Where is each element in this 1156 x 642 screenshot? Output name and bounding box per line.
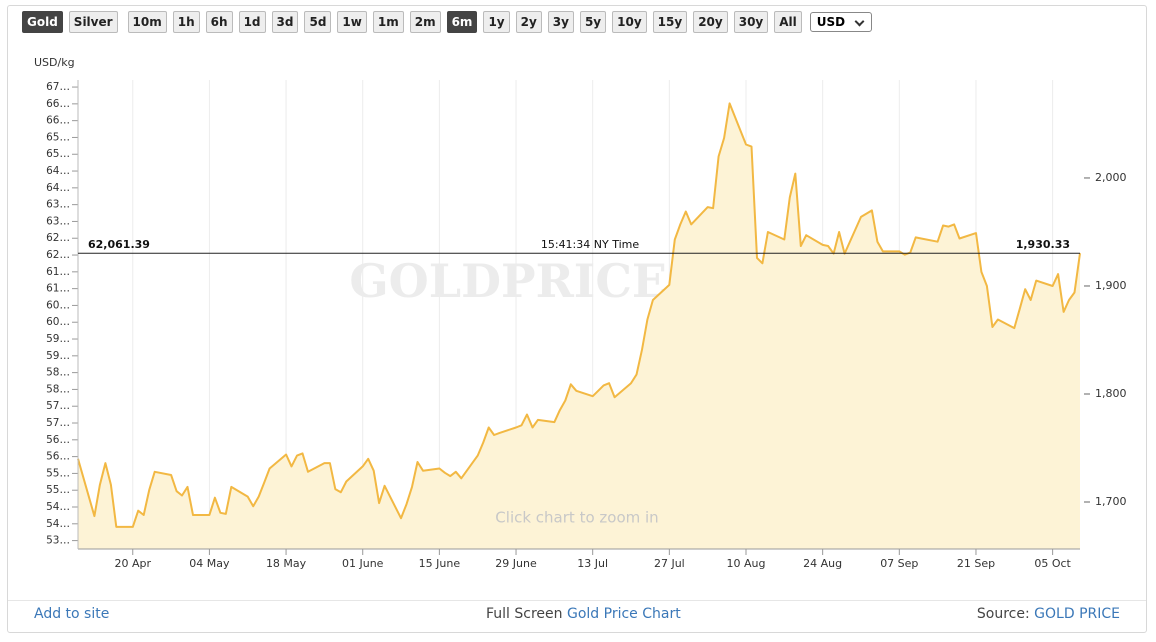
y-tick-label: 57… [46, 417, 70, 429]
x-tick-label: 13 Jul [577, 557, 608, 570]
y-tick-label: 63… [46, 215, 70, 227]
y-tick-label: 58… [46, 383, 70, 395]
y-tick-label: 64… [46, 182, 70, 194]
add-to-site-link[interactable]: Add to site [34, 606, 110, 622]
x-tick-label: 27 Jul [654, 557, 685, 570]
y-tick-label: 53… [46, 535, 70, 547]
y-tick-label: 64… [46, 165, 70, 177]
toolbar-button[interactable]: 6m [446, 11, 478, 33]
fullscreen: Full Screen Gold Price Chart [486, 606, 681, 622]
currency-select[interactable]: USD [809, 12, 873, 32]
y-tick-label: 59… [46, 333, 70, 345]
toolbar-button[interactable]: 5d [304, 11, 332, 33]
toolbar-button[interactable]: 3d [271, 11, 299, 33]
y-tick-label: 65… [46, 148, 70, 160]
y-tick-label: 56… [46, 434, 70, 446]
toolbar-button[interactable]: 10m [127, 11, 167, 33]
x-tick-label: 20 Apr [114, 557, 151, 570]
toolbar-button[interactable]: 1h [172, 11, 200, 33]
y-tick-label: 54… [46, 518, 70, 530]
toolbar-button[interactable]: 6h [205, 11, 233, 33]
toolbar-button[interactable]: 20y [693, 11, 728, 33]
current-time: 15:41:34 NY Time [541, 238, 639, 251]
x-tick-label: 29 June [495, 557, 537, 570]
x-tick-label: 18 May [266, 557, 307, 570]
y-tick-label: 58… [46, 367, 70, 379]
zoom-hint: Click chart to zoom in [495, 509, 658, 527]
toolbar-button[interactable]: Silver [68, 11, 118, 33]
price-line [77, 102, 1081, 528]
area-fill [78, 103, 1080, 550]
y-axis-label: USD/kg [34, 56, 75, 69]
source-text: Source: [976, 606, 1030, 622]
y-tick-label: 54… [46, 501, 70, 513]
y-tick-label: 59… [46, 350, 70, 362]
x-tick-label: 07 Sep [880, 557, 918, 570]
toolbar-button[interactable]: 30y [733, 11, 769, 33]
y-tick-label: 62… [46, 232, 70, 244]
x-tick-label: 04 May [189, 557, 230, 570]
toolbar: Gold Silver 10m 1h 6h 1d 3d 5d 1w 1m 2m 6m 1y 2y 3y 5y 1… [22, 11, 873, 33]
toolbar-button[interactable]: 2m [409, 11, 441, 33]
x-tick-label: 21 Sep [957, 557, 995, 570]
y-tick-label: 66… [46, 98, 70, 110]
fullscreen-text: Full Screen [486, 606, 563, 622]
y-tick-label: 61… [46, 266, 70, 278]
fullscreen-link[interactable]: Gold Price Chart [566, 606, 681, 622]
y2-tick-label: 1,700 [1095, 495, 1127, 508]
toolbar-button[interactable]: 1d [238, 11, 266, 33]
source-link[interactable]: GOLD PRICE [1034, 606, 1120, 622]
y-tick-label: 60… [46, 299, 70, 311]
toolbar-button[interactable]: 1y [483, 11, 510, 33]
y2-tick-label: 1,900 [1095, 279, 1127, 292]
y-tick-label: 56… [46, 451, 70, 463]
y2-tick-label: 2,000 [1095, 171, 1127, 184]
y-tick-label: 55… [46, 467, 70, 479]
x-tick-label: 15 June [419, 557, 461, 570]
x-tick-label: 05 Oct [1034, 557, 1071, 570]
y-tick-label: 65… [46, 131, 70, 143]
toolbar-button[interactable]: 2y [515, 11, 542, 33]
y-tick-label: 62… [46, 249, 70, 261]
current-kg-label: 62,061.39 [88, 238, 150, 251]
x-tick-label: 10 Aug [727, 557, 766, 570]
y-tick-label: 66… [46, 115, 70, 127]
toolbar-button[interactable]: 5y [579, 11, 607, 33]
toolbar-button[interactable]: 15y [652, 11, 688, 33]
x-tick-label: 01 June [342, 557, 384, 570]
footer-divider [8, 600, 1146, 601]
y-tick-label: 55… [46, 484, 70, 496]
toolbar-button[interactable]: 3y [547, 11, 574, 33]
toolbar-button[interactable]: 1m [372, 11, 404, 33]
toolbar-button[interactable]: 1w [337, 11, 367, 33]
y-tick-label: 61… [46, 283, 70, 295]
y-tick-label: 63… [46, 199, 70, 211]
toolbar-button[interactable]: All [774, 11, 802, 33]
source: Source: GOLD PRICE [977, 606, 1120, 622]
y2-tick-label: 1,800 [1095, 387, 1127, 400]
toolbar-button[interactable]: Gold [22, 11, 63, 33]
y-tick-label: 60… [46, 316, 70, 328]
y-tick-label: 67… [46, 81, 70, 93]
toolbar-button[interactable]: 10y [612, 11, 647, 33]
current-oz-label: 1,930.33 [1016, 238, 1070, 251]
y-tick-label: 57… [46, 400, 70, 412]
x-tick-label: 24 Aug [803, 557, 842, 570]
